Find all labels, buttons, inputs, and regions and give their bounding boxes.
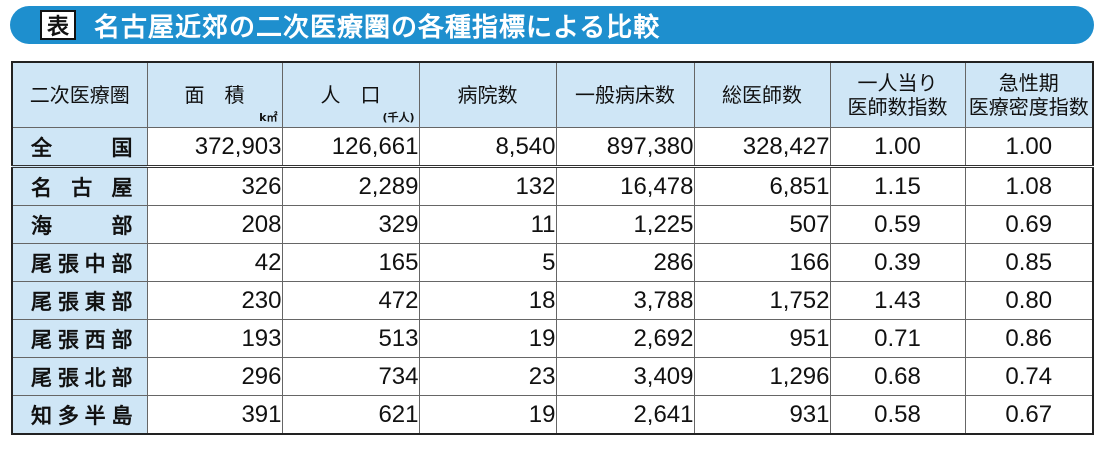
cell-area: 208 — [146, 205, 283, 244]
cell-area: 230 — [146, 281, 283, 320]
cell-beds: 286 — [555, 243, 695, 282]
header-beds: 一般病床数 — [555, 61, 695, 128]
header-population-label: 人 口 — [320, 83, 381, 107]
cell-area: 296 — [146, 357, 283, 396]
cell-area: 42 — [146, 243, 283, 282]
title-bar: 表 名古屋近郊の二次医療圏の各種指標による比較 — [10, 6, 1094, 44]
cell-hospitals: 5 — [418, 243, 557, 282]
cell-area: 391 — [146, 395, 283, 435]
cell-population: 126,661 — [281, 127, 420, 168]
cell-density: 1.00 — [964, 127, 1094, 168]
cell-density: 0.86 — [964, 319, 1094, 358]
cell-per-capita: 0.71 — [829, 319, 966, 358]
cell-doctors: 951 — [693, 319, 831, 358]
header-density-line1: 急性期 — [998, 71, 1059, 95]
header-area-unit: k㎡ — [259, 110, 278, 124]
cell-density: 1.08 — [964, 166, 1094, 206]
cell-doctors: 328,427 — [693, 127, 831, 168]
cell-area: 193 — [146, 319, 283, 358]
cell-beds: 3,409 — [555, 357, 695, 396]
table-row: 全国 372,903 126,661 8,540 897,380 328,427… — [11, 127, 1094, 168]
header-row: 二次医療圏 面 積 k㎡ 人 口 (千人) 病院数 一般病床数 総医師数 一人当… — [11, 61, 1094, 128]
cell-hospitals: 19 — [418, 319, 557, 358]
cell-doctors: 1,296 — [693, 357, 831, 396]
table-row: 尾張東部 230 472 18 3,788 1,752 1.43 0.80 — [11, 281, 1094, 320]
cell-population: 165 — [281, 243, 420, 282]
header-density: 急性期 医療密度指数 — [964, 61, 1094, 128]
header-area-name: 二次医療圏 — [11, 61, 148, 128]
cell-hospitals: 11 — [418, 205, 557, 244]
cell-per-capita: 0.39 — [829, 243, 966, 282]
cell-population: 472 — [281, 281, 420, 320]
cell-per-capita: 0.58 — [829, 395, 966, 435]
cell-per-capita: 0.59 — [829, 205, 966, 244]
cell-area: 326 — [146, 166, 283, 206]
cell-hospitals: 18 — [418, 281, 557, 320]
header-per-capita-line1: 一人当り — [857, 71, 938, 95]
cell-doctors: 1,752 — [693, 281, 831, 320]
cell-population: 513 — [281, 319, 420, 358]
cell-beds: 2,692 — [555, 319, 695, 358]
header-doctors: 総医師数 — [693, 61, 831, 128]
row-name: 海部 — [11, 205, 148, 244]
cell-beds: 3,788 — [555, 281, 695, 320]
header-per-capita: 一人当り 医師数指数 — [829, 61, 966, 128]
row-name: 全国 — [11, 127, 148, 168]
header-population-unit: (千人) — [382, 110, 415, 124]
cell-beds: 16,478 — [555, 166, 695, 206]
row-name: 尾張中部 — [11, 243, 148, 282]
table-row: 知多半島 391 621 19 2,641 931 0.58 0.67 — [11, 395, 1094, 435]
page-title: 名古屋近郊の二次医療圏の各種指標による比較 — [94, 12, 661, 43]
cell-beds: 1,225 — [555, 205, 695, 244]
cell-hospitals: 8,540 — [418, 127, 557, 168]
cell-density: 0.69 — [964, 205, 1094, 244]
row-name: 知多半島 — [11, 395, 148, 435]
cell-beds: 897,380 — [555, 127, 695, 168]
cell-doctors: 6,851 — [693, 166, 831, 206]
header-area: 面 積 k㎡ — [146, 61, 283, 128]
row-name: 名古屋 — [11, 166, 148, 206]
cell-population: 621 — [281, 395, 420, 435]
cell-density: 0.74 — [964, 357, 1094, 396]
row-name: 尾張東部 — [11, 281, 148, 320]
cell-doctors: 507 — [693, 205, 831, 244]
title-badge: 表 — [40, 10, 76, 40]
table-row: 尾張北部 296 734 23 3,409 1,296 0.68 0.74 — [11, 357, 1094, 396]
cell-density: 0.67 — [964, 395, 1094, 435]
row-name: 尾張西部 — [11, 319, 148, 358]
cell-hospitals: 23 — [418, 357, 557, 396]
header-population: 人 口 (千人) — [281, 61, 420, 128]
cell-doctors: 931 — [693, 395, 831, 435]
cell-doctors: 166 — [693, 243, 831, 282]
cell-population: 329 — [281, 205, 420, 244]
comparison-table: 二次医療圏 面 積 k㎡ 人 口 (千人) 病院数 一般病床数 総医師数 一人当… — [11, 61, 1094, 435]
cell-hospitals: 19 — [418, 395, 557, 435]
cell-density: 0.80 — [964, 281, 1094, 320]
cell-hospitals: 132 — [418, 166, 557, 206]
cell-per-capita: 1.43 — [829, 281, 966, 320]
header-density-line2: 医療密度指数 — [968, 95, 1089, 119]
cell-population: 2,289 — [281, 166, 420, 206]
table-row: 尾張西部 193 513 19 2,692 951 0.71 0.86 — [11, 319, 1094, 358]
header-area-label: 面 積 — [184, 83, 245, 107]
header-per-capita-line2: 医師数指数 — [847, 95, 948, 119]
row-name: 尾張北部 — [11, 357, 148, 396]
cell-population: 734 — [281, 357, 420, 396]
table-row: 尾張中部 42 165 5 286 166 0.39 0.85 — [11, 243, 1094, 282]
cell-per-capita: 0.68 — [829, 357, 966, 396]
cell-per-capita: 1.15 — [829, 166, 966, 206]
cell-density: 0.85 — [964, 243, 1094, 282]
cell-area: 372,903 — [146, 127, 283, 168]
table-row: 海部 208 329 11 1,225 507 0.59 0.69 — [11, 205, 1094, 244]
cell-beds: 2,641 — [555, 395, 695, 435]
header-hospitals: 病院数 — [418, 61, 557, 128]
cell-per-capita: 1.00 — [829, 127, 966, 168]
table-row: 名古屋 326 2,289 132 16,478 6,851 1.15 1.08 — [11, 166, 1094, 206]
